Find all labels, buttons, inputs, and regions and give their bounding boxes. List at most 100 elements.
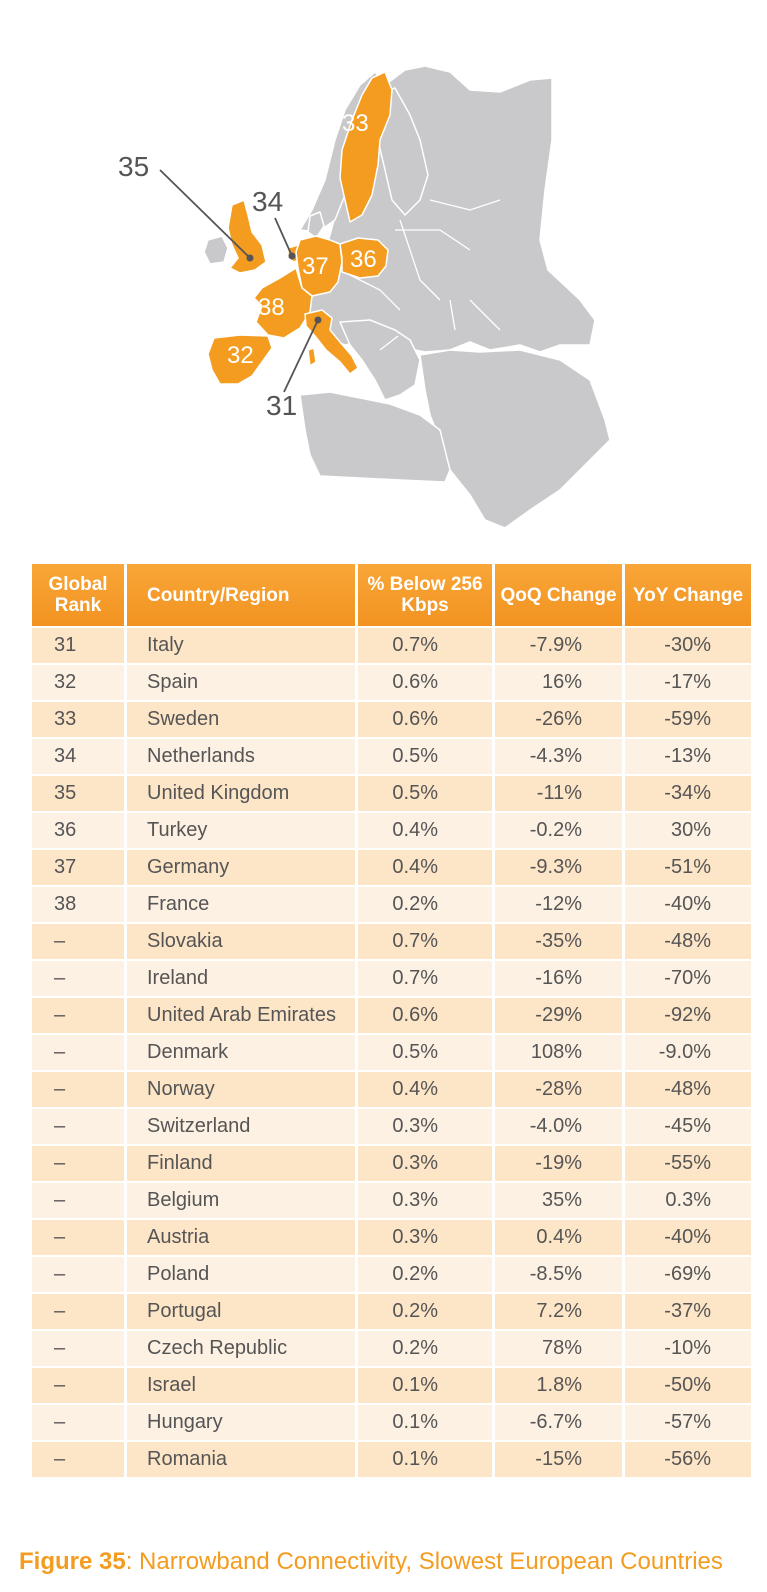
cell-qoq: -15% (495, 1442, 622, 1477)
cell-rank: 31 (32, 628, 124, 663)
cell-country: Portugal (127, 1294, 355, 1329)
map-marker-uk (246, 254, 254, 262)
table-row: – Hungary 0.1% -6.7% -57% (32, 1405, 751, 1440)
cell-country: Netherlands (127, 739, 355, 774)
cell-yoy: -55% (625, 1146, 751, 1181)
cell-qoq: -16% (495, 961, 622, 996)
table-row: – Slovakia 0.7% -35% -48% (32, 924, 751, 959)
cell-yoy: -50% (625, 1368, 751, 1403)
header-global-rank: Global Rank (32, 564, 124, 626)
map-leader-netherlands (274, 217, 293, 257)
table-row: – United Arab Emirates 0.6% -29% -92% (32, 998, 751, 1033)
cell-yoy: -48% (625, 1072, 751, 1107)
cell-rank: – (32, 1183, 124, 1218)
header-yoy-change: YoY Change (625, 564, 751, 626)
cell-country: Italy (127, 628, 355, 663)
cell-country: Romania (127, 1442, 355, 1477)
table-row: 31 Italy 0.7% -7.9% -30% (32, 628, 751, 663)
cell-yoy: -70% (625, 961, 751, 996)
cell-country: France (127, 887, 355, 922)
cell-qoq: -26% (495, 702, 622, 737)
cell-rank: 38 (32, 887, 124, 922)
map-france (253, 267, 313, 339)
cell-yoy: -92% (625, 998, 751, 1033)
cell-below-256: 0.5% (358, 739, 492, 774)
cell-yoy: -9.0% (625, 1035, 751, 1070)
table-row: – Portugal 0.2% 7.2% -37% (32, 1294, 751, 1329)
cell-yoy: -69% (625, 1257, 751, 1292)
cell-qoq: 35% (495, 1183, 622, 1218)
cell-yoy: -59% (625, 702, 751, 737)
map-label-france: 38 (258, 294, 285, 321)
cell-country: Poland (127, 1257, 355, 1292)
table-row: – Denmark 0.5% 108% -9.0% (32, 1035, 751, 1070)
cell-yoy: -40% (625, 887, 751, 922)
cell-country: Belgium (127, 1183, 355, 1218)
cell-below-256: 0.2% (358, 1294, 492, 1329)
cell-qoq: -9.3% (495, 850, 622, 885)
cell-yoy: -48% (625, 924, 751, 959)
table-row: – Poland 0.2% -8.5% -69% (32, 1257, 751, 1292)
table-row: – Israel 0.1% 1.8% -50% (32, 1368, 751, 1403)
cell-below-256: 0.5% (358, 1035, 492, 1070)
cell-country: Slovakia (127, 924, 355, 959)
cell-below-256: 0.6% (358, 702, 492, 737)
table-row: – Czech Republic 0.2% 78% -10% (32, 1331, 751, 1366)
cell-rank: – (32, 1072, 124, 1107)
map-label-spain: 32 (227, 342, 254, 369)
cell-below-256: 0.1% (358, 1442, 492, 1477)
cell-rank: – (32, 1220, 124, 1255)
cell-yoy: -17% (625, 665, 751, 700)
cell-country: United Kingdom (127, 776, 355, 811)
cell-qoq: -4.3% (495, 739, 622, 774)
cell-rank: 35 (32, 776, 124, 811)
map-label-italy: 31 (266, 390, 297, 421)
cell-below-256: 0.7% (358, 628, 492, 663)
cell-country: Germany (127, 850, 355, 885)
table-row: 34 Netherlands 0.5% -4.3% -13% (32, 739, 751, 774)
map-land-north-africa (299, 391, 451, 483)
cell-country: United Arab Emirates (127, 998, 355, 1033)
figure-caption-text: : Narrowband Connectivity, Slowest Europ… (125, 1548, 723, 1575)
cell-yoy: -13% (625, 739, 751, 774)
cell-below-256: 0.5% (358, 776, 492, 811)
table-row: – Finland 0.3% -19% -55% (32, 1146, 751, 1181)
cell-yoy: 30% (625, 813, 751, 848)
map-sardinia (307, 347, 317, 367)
cell-country: Denmark (127, 1035, 355, 1070)
cell-qoq: -4.0% (495, 1109, 622, 1144)
map-land-middle-east (419, 349, 611, 529)
cell-below-256: 0.2% (358, 887, 492, 922)
table-row: 37 Germany 0.4% -9.3% -51% (32, 850, 751, 885)
table-row: 35 United Kingdom 0.5% -11% -34% (32, 776, 751, 811)
cell-yoy: -30% (625, 628, 751, 663)
table-row: 33 Sweden 0.6% -26% -59% (32, 702, 751, 737)
map-leader-uk (159, 169, 251, 259)
cell-below-256: 0.1% (358, 1368, 492, 1403)
cell-below-256: 0.4% (358, 813, 492, 848)
cell-country: Sweden (127, 702, 355, 737)
cell-below-256: 0.2% (358, 1331, 492, 1366)
cell-yoy: -45% (625, 1109, 751, 1144)
cell-below-256: 0.2% (358, 1257, 492, 1292)
cell-yoy: -34% (625, 776, 751, 811)
map-marker-netherlands (288, 252, 296, 260)
cell-below-256: 0.4% (358, 1072, 492, 1107)
map-label-poland: 36 (350, 246, 377, 273)
cell-yoy: -40% (625, 1220, 751, 1255)
map-uk (227, 199, 267, 274)
cell-qoq: -28% (495, 1072, 622, 1107)
table-row: – Ireland 0.7% -16% -70% (32, 961, 751, 996)
table-row: 36 Turkey 0.4% -0.2% 30% (32, 813, 751, 848)
map-sweden (339, 71, 393, 223)
header-country-region: Country/Region (127, 564, 355, 626)
map-land-denmark (307, 211, 325, 239)
cell-rank: – (32, 1035, 124, 1070)
map-leader-italy (283, 319, 319, 393)
cell-country: Austria (127, 1220, 355, 1255)
map-land-north-east (299, 65, 596, 353)
cell-below-256: 0.3% (358, 1183, 492, 1218)
cell-below-256: 0.3% (358, 1109, 492, 1144)
cell-qoq: 1.8% (495, 1368, 622, 1403)
cell-country: Ireland (127, 961, 355, 996)
